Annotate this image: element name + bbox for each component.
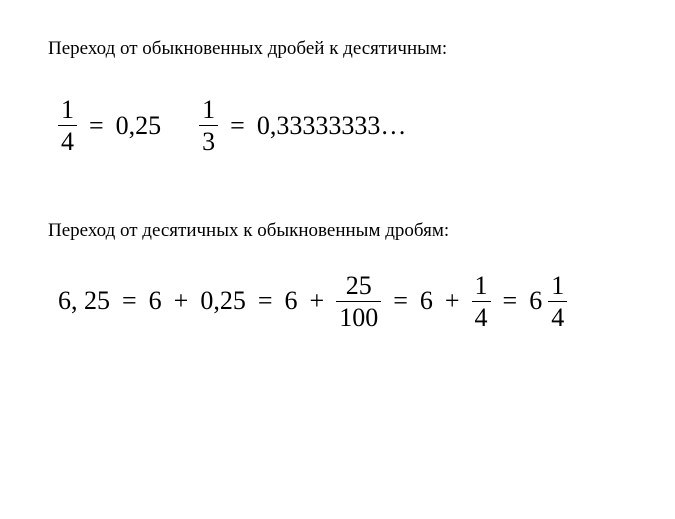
fraction-bar	[58, 125, 77, 126]
heading-common-to-decimal: Переход от обыкновенных дробей к десятич…	[48, 38, 627, 60]
mixed-whole: 6	[529, 288, 542, 314]
lhs-value: 6, 25	[58, 288, 110, 314]
numerator: 1	[548, 272, 567, 299]
fraction-bar	[199, 125, 218, 126]
mixed-number: 6 1 4	[529, 272, 567, 332]
fraction-bar	[336, 301, 381, 302]
term: 6	[285, 288, 298, 314]
heading-decimal-to-common: Переход от десятичных к обыкновенным дро…	[48, 220, 627, 242]
mixed-fraction: 1 4	[548, 272, 567, 332]
equals-sign: =	[497, 288, 524, 314]
term: 0,25	[200, 288, 246, 314]
fraction-bar	[472, 301, 491, 302]
denominator: 4	[548, 304, 567, 331]
plus-sign: +	[439, 288, 466, 314]
equals-sign: =	[224, 113, 251, 139]
numerator: 1	[58, 96, 77, 123]
decimal-value: 0,33333333…	[257, 113, 407, 139]
equation-row-2: 6, 25 = 6 + 0,25 = 6 + 25 100 = 6 + 1 4 …	[58, 272, 627, 332]
plus-sign: +	[168, 288, 195, 314]
plus-sign: +	[304, 288, 331, 314]
term: 6	[149, 288, 162, 314]
equals-sign: =	[387, 288, 414, 314]
document-page: Переход от обыкновенных дробей к десятич…	[0, 0, 675, 331]
equals-sign: =	[252, 288, 279, 314]
decimal-value: 0,25	[116, 113, 162, 139]
equals-sign: =	[116, 288, 143, 314]
fraction-1-4: 1 4	[58, 96, 77, 156]
fraction-bar	[548, 301, 567, 302]
denominator: 100	[336, 304, 381, 331]
numerator: 1	[472, 272, 491, 299]
numerator: 25	[343, 272, 375, 299]
equation-row-1: 1 4 = 0,25 1 3 = 0,33333333…	[58, 96, 627, 156]
fraction-1-3: 1 3	[199, 96, 218, 156]
denominator: 3	[199, 128, 218, 155]
denominator: 4	[58, 128, 77, 155]
term: 6	[420, 288, 433, 314]
fraction-1-4: 1 4	[472, 272, 491, 332]
fraction-25-100: 25 100	[336, 272, 381, 332]
numerator: 1	[199, 96, 218, 123]
denominator: 4	[472, 304, 491, 331]
equals-sign: =	[83, 113, 110, 139]
